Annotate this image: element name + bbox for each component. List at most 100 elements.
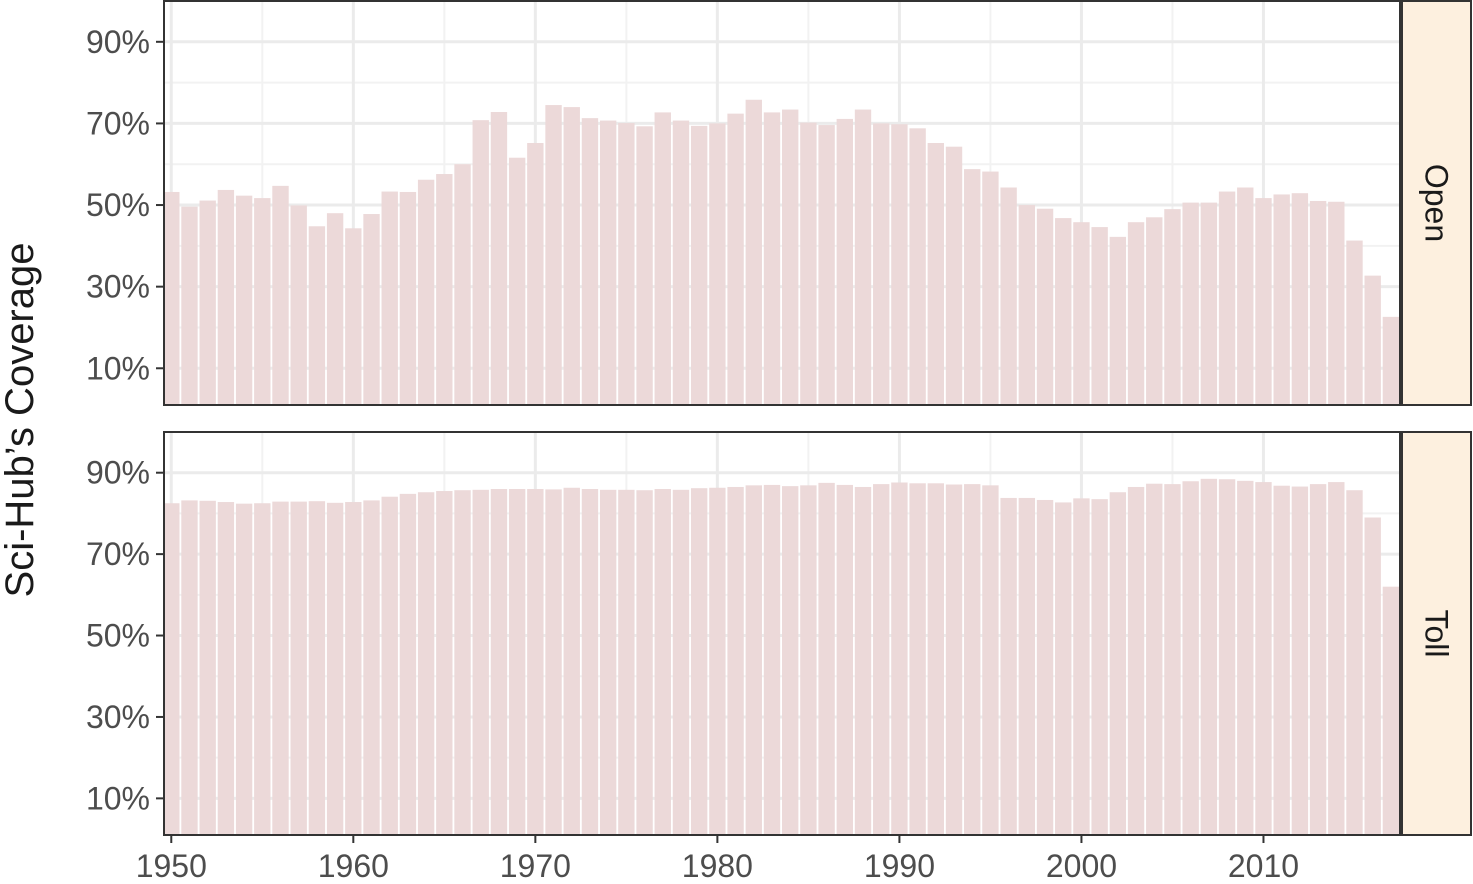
bar <box>199 500 216 835</box>
bar <box>618 123 635 405</box>
bar <box>909 128 926 405</box>
bar <box>545 105 562 405</box>
y-tick-label: 70% <box>86 105 150 141</box>
bar <box>272 185 289 405</box>
bar <box>436 174 453 405</box>
bar <box>1018 205 1036 405</box>
bar <box>672 489 690 835</box>
bar <box>982 171 999 405</box>
panel-border <box>163 431 1401 836</box>
bar <box>1382 316 1400 405</box>
panel-toll: 10% 30% 50% 70% 90% Toll <box>86 431 1472 836</box>
bar <box>964 484 981 835</box>
bar <box>727 113 744 405</box>
bar <box>800 485 817 835</box>
bar <box>272 501 289 835</box>
bar <box>490 111 508 405</box>
bar <box>1255 482 1272 835</box>
bar <box>436 491 453 835</box>
facet-strip-label: Toll <box>1419 609 1455 657</box>
facet-strip-label: Open <box>1419 164 1455 242</box>
bar <box>654 488 671 835</box>
bar <box>763 484 781 835</box>
y-tick-label: 70% <box>86 536 150 572</box>
bar <box>1346 490 1363 835</box>
bar <box>709 487 726 835</box>
bar <box>399 493 417 835</box>
bar <box>254 198 271 405</box>
bar <box>964 169 981 405</box>
bar <box>1055 502 1072 835</box>
bar <box>672 120 690 405</box>
bar <box>745 99 762 405</box>
bar <box>1091 227 1108 405</box>
bar <box>945 484 963 835</box>
bar <box>1273 194 1290 405</box>
bar <box>654 112 671 405</box>
bar <box>1200 202 1218 405</box>
bar <box>1127 486 1145 835</box>
bar <box>454 164 471 405</box>
bar <box>199 200 216 405</box>
bar <box>308 226 326 405</box>
y-tick-label: 90% <box>86 24 150 60</box>
x-tick-label: 1970 <box>500 848 571 884</box>
bar <box>235 503 253 835</box>
bar <box>363 500 380 835</box>
y-tick-label: 90% <box>86 455 150 491</box>
x-axis: 1950 1960 1970 1980 1990 2000 2010 <box>136 835 1299 884</box>
bar <box>854 109 872 405</box>
bar <box>254 503 271 835</box>
bar <box>363 214 380 405</box>
bar <box>235 195 253 405</box>
bar <box>417 492 435 835</box>
bar <box>1200 478 1218 835</box>
bar <box>690 488 708 835</box>
y-tick-label: 10% <box>86 780 150 816</box>
panel-open: 10% 30% 50% 70% 90% Open <box>86 0 1472 406</box>
bar <box>1073 222 1090 405</box>
bar <box>163 503 180 835</box>
x-tick-label: 2000 <box>1046 848 1117 884</box>
bar <box>1218 479 1236 835</box>
bar <box>1273 485 1290 835</box>
bar <box>326 502 344 835</box>
bar <box>709 123 726 405</box>
bar <box>1328 201 1345 405</box>
bar <box>800 122 817 405</box>
bar <box>636 126 653 405</box>
bar <box>454 490 471 835</box>
y-tick-label: 10% <box>86 350 150 386</box>
bar <box>1346 240 1363 405</box>
bar <box>763 112 781 405</box>
bar <box>782 486 799 835</box>
bar <box>1182 202 1199 405</box>
bar <box>472 120 489 405</box>
bar <box>1036 499 1054 835</box>
bar <box>472 489 489 835</box>
bar <box>1036 208 1054 405</box>
bar <box>217 189 235 405</box>
facet-strip <box>1401 0 1472 406</box>
bar <box>417 179 435 405</box>
bar <box>1237 480 1254 835</box>
bar <box>618 489 635 835</box>
bar <box>927 143 945 405</box>
bar <box>1164 484 1181 835</box>
bar <box>1328 482 1345 835</box>
bar <box>181 206 198 405</box>
bar <box>1309 200 1327 405</box>
bar <box>690 125 708 405</box>
x-tick-label: 1980 <box>682 848 753 884</box>
bar <box>545 489 562 835</box>
bar <box>217 502 235 835</box>
bar <box>527 143 544 405</box>
bar <box>345 228 362 405</box>
bar <box>873 123 890 405</box>
bar <box>1364 275 1381 405</box>
bar <box>381 191 398 405</box>
bar <box>1091 499 1108 835</box>
bar <box>1146 217 1163 405</box>
bar <box>1146 483 1163 835</box>
